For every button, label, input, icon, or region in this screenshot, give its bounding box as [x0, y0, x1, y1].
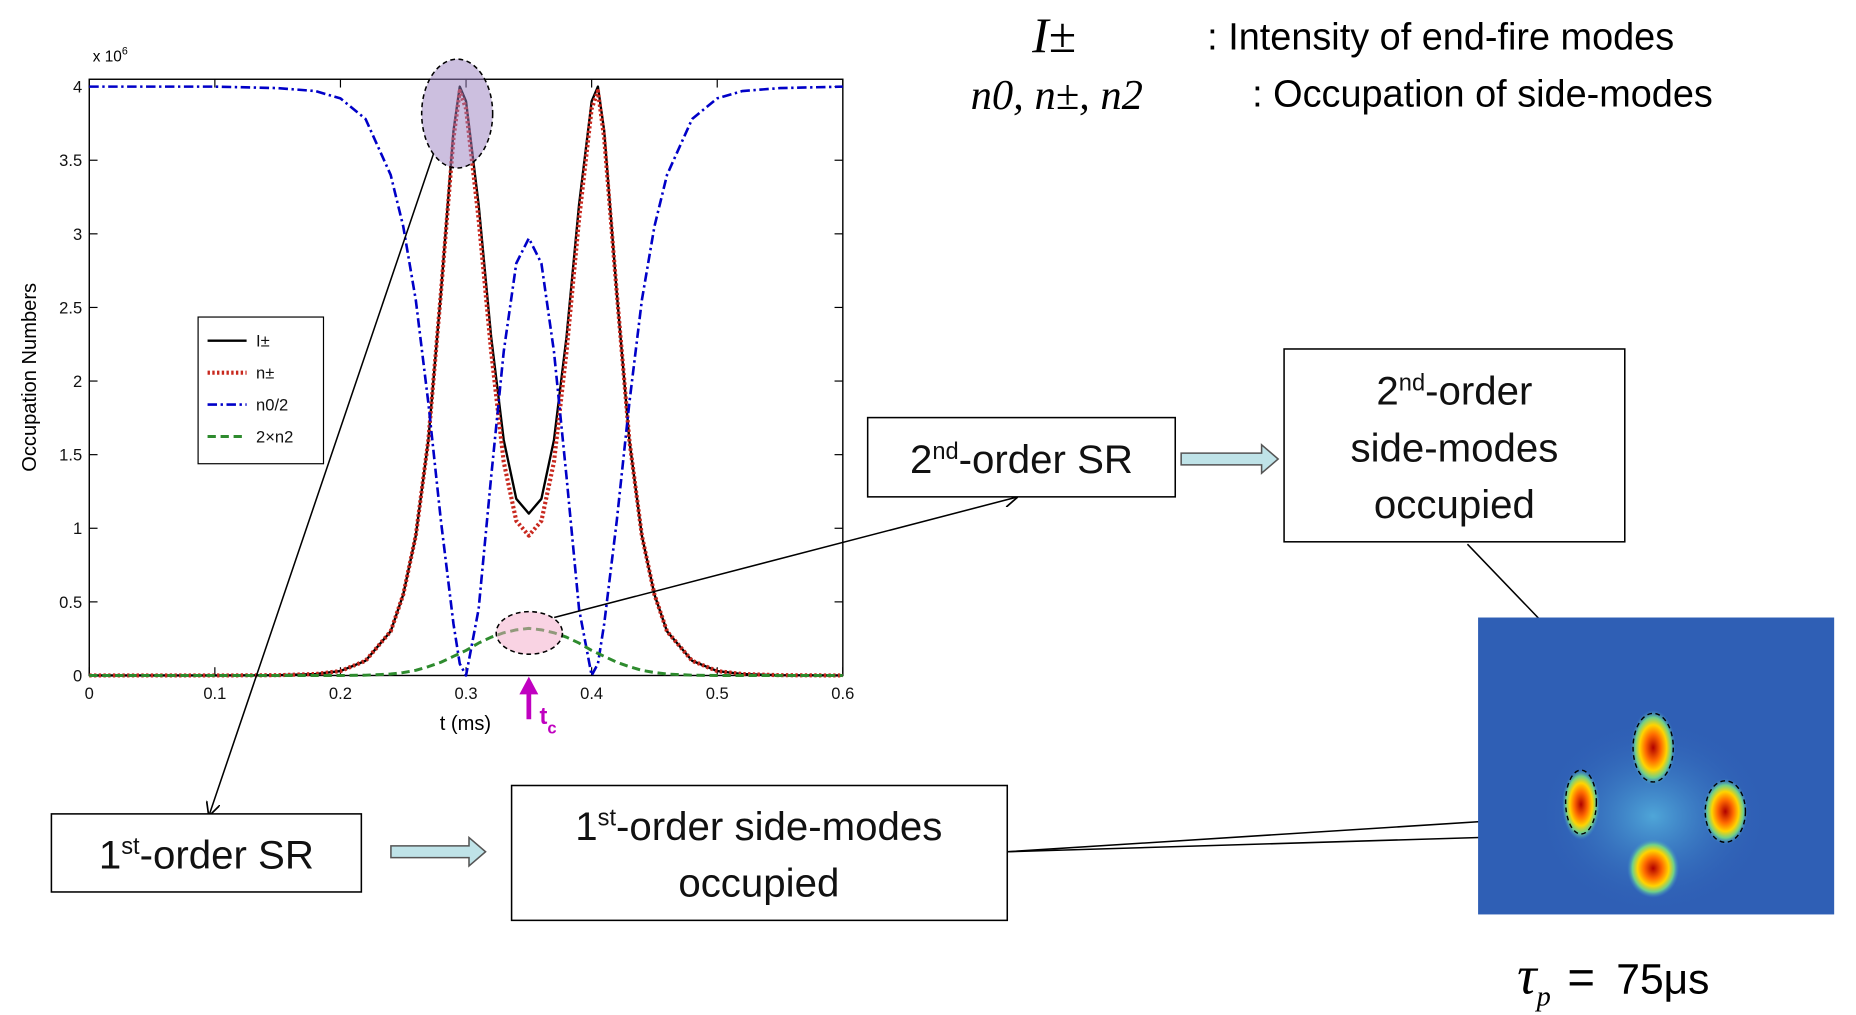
x-tick-label: 0.6 — [831, 684, 854, 703]
y-tick-label: 2.5 — [59, 298, 82, 317]
box-label: 1st-order side-modes — [575, 804, 942, 849]
definitions: I± : Intensity of end-fire modes n0, n±,… — [971, 8, 1713, 119]
legend: I± n± n0/2 2×n2 — [198, 317, 323, 464]
y-axis-label: Occupation Numbers — [19, 283, 41, 472]
box-label: occupied — [1374, 482, 1535, 527]
box-label: side-modes — [1350, 425, 1558, 470]
y-tick-label: 3 — [73, 225, 82, 244]
x-tick-label: 0.2 — [329, 684, 352, 703]
legend-label: n± — [256, 364, 274, 383]
symbol: n0, n±, n2 — [971, 72, 1143, 119]
x-tick-label: 0.4 — [580, 684, 603, 703]
marker-arrowhead — [519, 677, 538, 695]
slide: x 106 t (ms) Occupation Numbers 0 0.5 1 1.5… — [0, 0, 1856, 1015]
x-tick-label: 0 — [85, 684, 94, 703]
block-arrow — [1181, 445, 1278, 473]
absorption-image — [1478, 618, 1834, 915]
x-tick-label: 0.5 — [706, 684, 729, 703]
marker-label: tc — [539, 704, 556, 737]
x-axis-label: t (ms) — [440, 713, 491, 735]
legend-label: I± — [256, 332, 270, 351]
symbol: I± — [1031, 8, 1076, 63]
legend-label: 2×n2 — [256, 427, 293, 446]
pulse-duration: τp=75μs — [1517, 946, 1709, 1013]
legend-label: n0/2 — [256, 395, 288, 414]
y-tick-label: 1.5 — [59, 446, 82, 465]
highlight — [422, 59, 493, 168]
y-tick-label: 3.5 — [59, 151, 82, 170]
block-arrow — [391, 838, 486, 866]
x-tick-label: 0.1 — [203, 684, 226, 703]
highlight — [496, 612, 562, 655]
box-label: occupied — [678, 861, 839, 906]
y-tick-label: 4 — [73, 78, 82, 97]
y-tick-label: 0.5 — [59, 593, 82, 612]
page: {"chart_data": {"type": "line", "multipl… — [0, 0, 1856, 1015]
multiplier: x 106 — [93, 45, 128, 65]
definition: : Intensity of end-fire modes — [1207, 17, 1674, 59]
y-tick-label: 2 — [73, 372, 82, 391]
definition: : Occupation of side-modes — [1252, 73, 1713, 115]
x-tick-label: 0.3 — [455, 684, 478, 703]
y-tick-label: 0 — [73, 666, 82, 685]
y-tick-label: 1 — [73, 519, 82, 538]
